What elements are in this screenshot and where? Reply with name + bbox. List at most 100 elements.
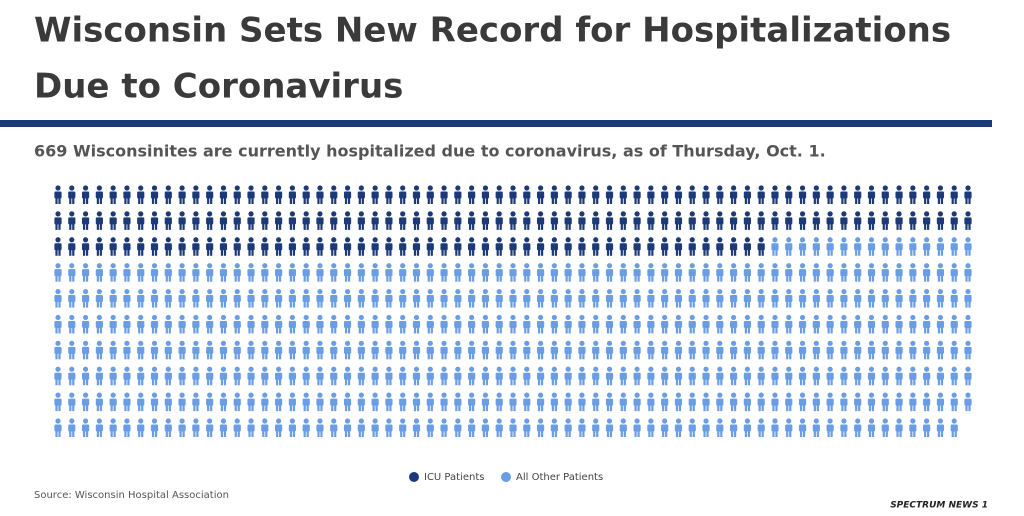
icon-body (895, 269, 903, 277)
icon-head (758, 263, 764, 269)
icon-leg (441, 197, 444, 204)
icon-body (826, 217, 834, 225)
icon-body (54, 398, 62, 406)
icon-body (771, 424, 779, 432)
icon-body (357, 217, 365, 225)
person-icon (771, 314, 779, 334)
icon-leg (747, 430, 750, 437)
person-icon (316, 263, 324, 282)
person-icon (550, 263, 558, 282)
icon-body (743, 398, 751, 406)
person-icon (647, 340, 655, 360)
icon-head (413, 211, 420, 217)
person-icon (840, 418, 848, 437)
icon-leg (234, 222, 237, 230)
icon-head (400, 211, 406, 217)
icon-head (193, 288, 199, 295)
icon-head (510, 366, 516, 372)
icon-head (482, 418, 489, 424)
person-icon (536, 263, 545, 282)
person-icon (895, 366, 903, 386)
icon-head (151, 288, 158, 295)
icon-body (81, 191, 90, 199)
person-icon (54, 366, 62, 386)
icon-leg (830, 300, 833, 308)
icon-leg (527, 248, 530, 256)
person-icon (316, 340, 324, 360)
icon-leg (361, 300, 364, 308)
icon-leg (193, 430, 196, 437)
icon-head (648, 288, 654, 295)
icon-leg (747, 197, 750, 204)
icon-leg (858, 197, 861, 204)
icon-leg (320, 248, 323, 256)
icon-leg (910, 326, 913, 334)
icon-leg (606, 300, 610, 308)
icon-head (937, 314, 944, 321)
icon-leg (207, 378, 210, 386)
icon-body (495, 217, 503, 225)
icon-body (468, 398, 476, 406)
icon-leg (179, 430, 182, 437)
icon-body (330, 217, 338, 225)
icon-leg (965, 248, 968, 256)
icon-head (924, 185, 930, 191)
icon-leg (568, 197, 571, 204)
person-icon (867, 185, 876, 204)
person-icon (261, 314, 269, 334)
icon-leg (582, 430, 585, 437)
icon-leg (871, 248, 875, 256)
icon-leg (540, 326, 544, 334)
person-icon (481, 314, 490, 334)
icon-leg (554, 378, 557, 386)
icon-leg (758, 430, 761, 437)
icon-leg (124, 197, 127, 204)
icon-leg (927, 222, 930, 230)
icon-leg (830, 222, 833, 230)
icon-body (605, 269, 614, 277)
icon-leg (289, 248, 292, 256)
icon-leg (951, 378, 954, 386)
icon-body (440, 217, 448, 225)
icon-head (413, 314, 420, 321)
person-icon (536, 185, 545, 204)
icon-leg (430, 197, 433, 204)
icon-leg (400, 222, 403, 230)
icon-leg (455, 222, 458, 230)
person-icon (812, 366, 820, 386)
person-icon (661, 237, 669, 256)
icon-body (936, 398, 945, 406)
icon-leg (196, 248, 199, 256)
icon-leg (113, 197, 116, 204)
person-icon (247, 237, 255, 256)
icon-leg (579, 300, 582, 308)
icon-head (965, 392, 971, 398)
person-icon (440, 392, 448, 412)
icon-leg (855, 378, 858, 386)
icon-head (82, 418, 89, 424)
person-icon (68, 288, 76, 308)
person-icon (881, 392, 889, 412)
icon-leg (85, 404, 89, 412)
icon-leg (331, 197, 334, 204)
icon-leg (292, 248, 295, 256)
person-icon (909, 314, 917, 334)
icon-body (357, 424, 365, 432)
icon-leg (830, 352, 833, 360)
icon-leg (568, 404, 571, 412)
icon-body (495, 243, 503, 251)
icon-leg (662, 300, 665, 308)
icon-body (605, 372, 614, 380)
icon-head (220, 392, 227, 398)
icon-leg (675, 378, 679, 386)
icon-leg (609, 222, 613, 230)
icon-head (717, 392, 723, 398)
icon-body (150, 372, 159, 380)
icon-leg (606, 197, 610, 204)
icon-head (482, 211, 489, 217)
person-icon (771, 288, 779, 308)
icon-body (771, 320, 779, 328)
icon-leg (430, 248, 433, 256)
person-icon (206, 211, 214, 230)
icon-body (964, 295, 972, 303)
